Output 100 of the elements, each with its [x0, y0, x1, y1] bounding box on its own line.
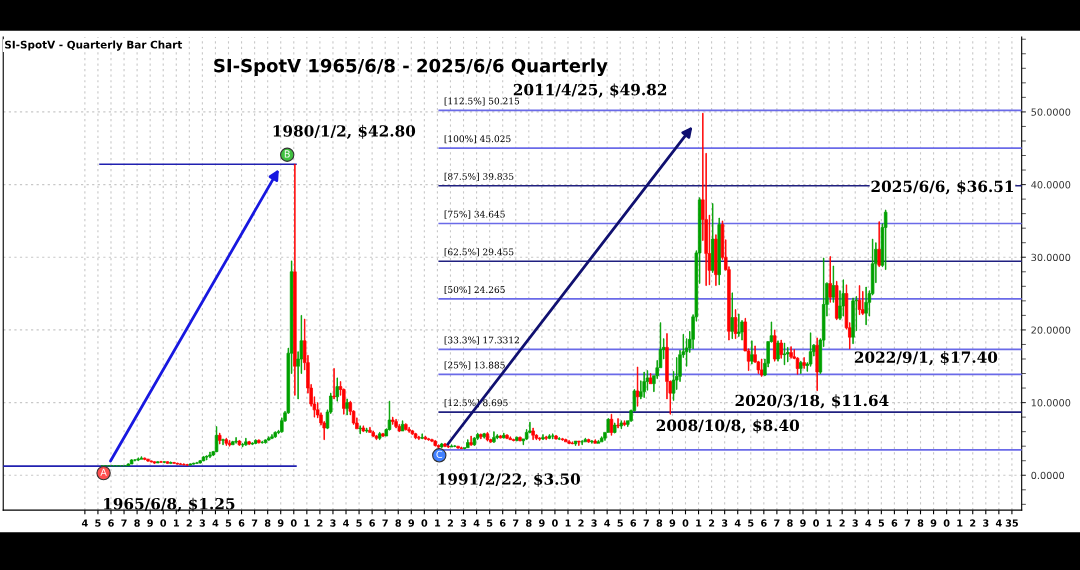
annotation: 2022/9/1, $17.40 — [854, 351, 998, 366]
x-tick-label: 9 — [669, 519, 676, 527]
candlestick — [508, 436, 513, 441]
candlestick — [430, 438, 434, 443]
annotation: B — [284, 150, 290, 158]
candlestick — [361, 425, 366, 433]
candlestick — [828, 256, 832, 303]
candlestick — [423, 435, 428, 441]
candlestick — [426, 437, 431, 441]
x-tick-label: 4 — [343, 519, 349, 527]
candlestick — [841, 279, 846, 317]
candlestick — [831, 265, 836, 303]
candlestick — [583, 437, 588, 443]
y-tick-label: 10.0000 — [1031, 399, 1071, 407]
candlestick — [417, 435, 421, 441]
x-tick-label: 3 — [199, 519, 205, 527]
candlestick — [391, 416, 395, 425]
x-tick-label: 4 — [473, 519, 480, 527]
candlestick — [642, 371, 646, 398]
candlestick — [201, 455, 206, 462]
candlestick — [590, 439, 594, 444]
candlestick — [851, 297, 855, 345]
candlestick — [648, 373, 653, 385]
annotation: [50%] 24.265 — [444, 286, 505, 295]
candlestick — [234, 437, 238, 444]
candlestick — [573, 440, 578, 446]
x-tick-label: 8 — [787, 519, 793, 527]
candlestick — [456, 445, 460, 449]
candlestick — [495, 434, 499, 440]
candlestick — [178, 462, 183, 466]
candlestick — [377, 431, 382, 441]
candlestick — [247, 440, 251, 446]
annotation: 2011/4/25, $49.82 — [513, 83, 667, 98]
candlestick — [227, 439, 232, 447]
candlestick — [397, 423, 402, 433]
candlestick — [400, 420, 405, 432]
candlestick — [371, 430, 375, 438]
x-tick-label: 4 — [995, 519, 1002, 527]
x-tick-label: 3 — [460, 519, 467, 527]
candlestick — [195, 461, 199, 465]
candlestick — [541, 434, 545, 441]
annotation: [100%] 45.025 — [444, 135, 511, 144]
candlestick — [580, 439, 584, 446]
x-tick-label: 5 — [617, 519, 623, 527]
y-tick-label: 0.0000 — [1031, 471, 1065, 480]
candlestick — [577, 440, 581, 446]
annotation: C — [436, 450, 443, 459]
candlestick — [433, 439, 437, 447]
candlestick — [453, 445, 457, 448]
candlestick — [459, 446, 464, 450]
candlestick — [332, 368, 336, 400]
candlestick — [394, 418, 398, 429]
x-tick-label: 7 — [774, 519, 780, 527]
candlestick — [231, 440, 235, 446]
annotation: 2025/6/6, $36.51 — [871, 180, 1013, 195]
candlestick — [152, 461, 157, 465]
x-tick-label: 0 — [943, 519, 950, 527]
candlestick — [129, 459, 134, 465]
y-tick-label: 30.0000 — [1031, 253, 1071, 262]
candlestick — [786, 346, 790, 363]
x-tick-label: 6 — [369, 519, 375, 527]
candlestick — [560, 437, 565, 441]
candlestick — [345, 398, 349, 416]
candlestick — [547, 434, 552, 440]
x-tick-label: 1 — [957, 519, 963, 527]
candlestick — [834, 280, 839, 321]
candlestick — [505, 434, 509, 440]
annotation: [62.5%] 29.455 — [444, 248, 514, 257]
x-tick-label: 6 — [630, 519, 637, 527]
x-tick-label: 9 — [408, 519, 415, 527]
x-tick-label: 8 — [917, 519, 924, 527]
x-tick-label: 35 — [1005, 519, 1018, 527]
x-tick-label: 6 — [891, 519, 898, 527]
candlestick — [381, 432, 385, 438]
candlestick — [364, 427, 369, 433]
x-tick-label: 0 — [290, 519, 297, 527]
candlestick — [159, 460, 163, 463]
x-tick-label: 6 — [761, 519, 767, 527]
candlestick — [198, 459, 202, 464]
x-tick-label: 7 — [121, 519, 127, 527]
candlestick — [214, 426, 219, 453]
candlestick — [779, 339, 783, 359]
x-tick-label: 1 — [435, 519, 441, 527]
x-tick-label: 3 — [591, 519, 597, 527]
candlestick — [188, 463, 193, 466]
candlestick — [557, 437, 561, 441]
x-tick-label: 9 — [147, 519, 153, 527]
x-tick-label: 3 — [721, 519, 728, 527]
candlestick — [596, 439, 601, 444]
candlestick — [815, 337, 819, 392]
candlestick — [221, 438, 225, 446]
x-tick-label: 0 — [813, 519, 819, 527]
candlestick — [613, 422, 617, 434]
x-tick-label: 5 — [487, 519, 493, 527]
x-tick-label: 7 — [513, 519, 519, 527]
candlestick — [156, 461, 160, 464]
candlestick — [511, 438, 516, 442]
candlestick — [407, 426, 411, 433]
candlestick — [368, 426, 372, 433]
candlestick — [439, 442, 444, 449]
